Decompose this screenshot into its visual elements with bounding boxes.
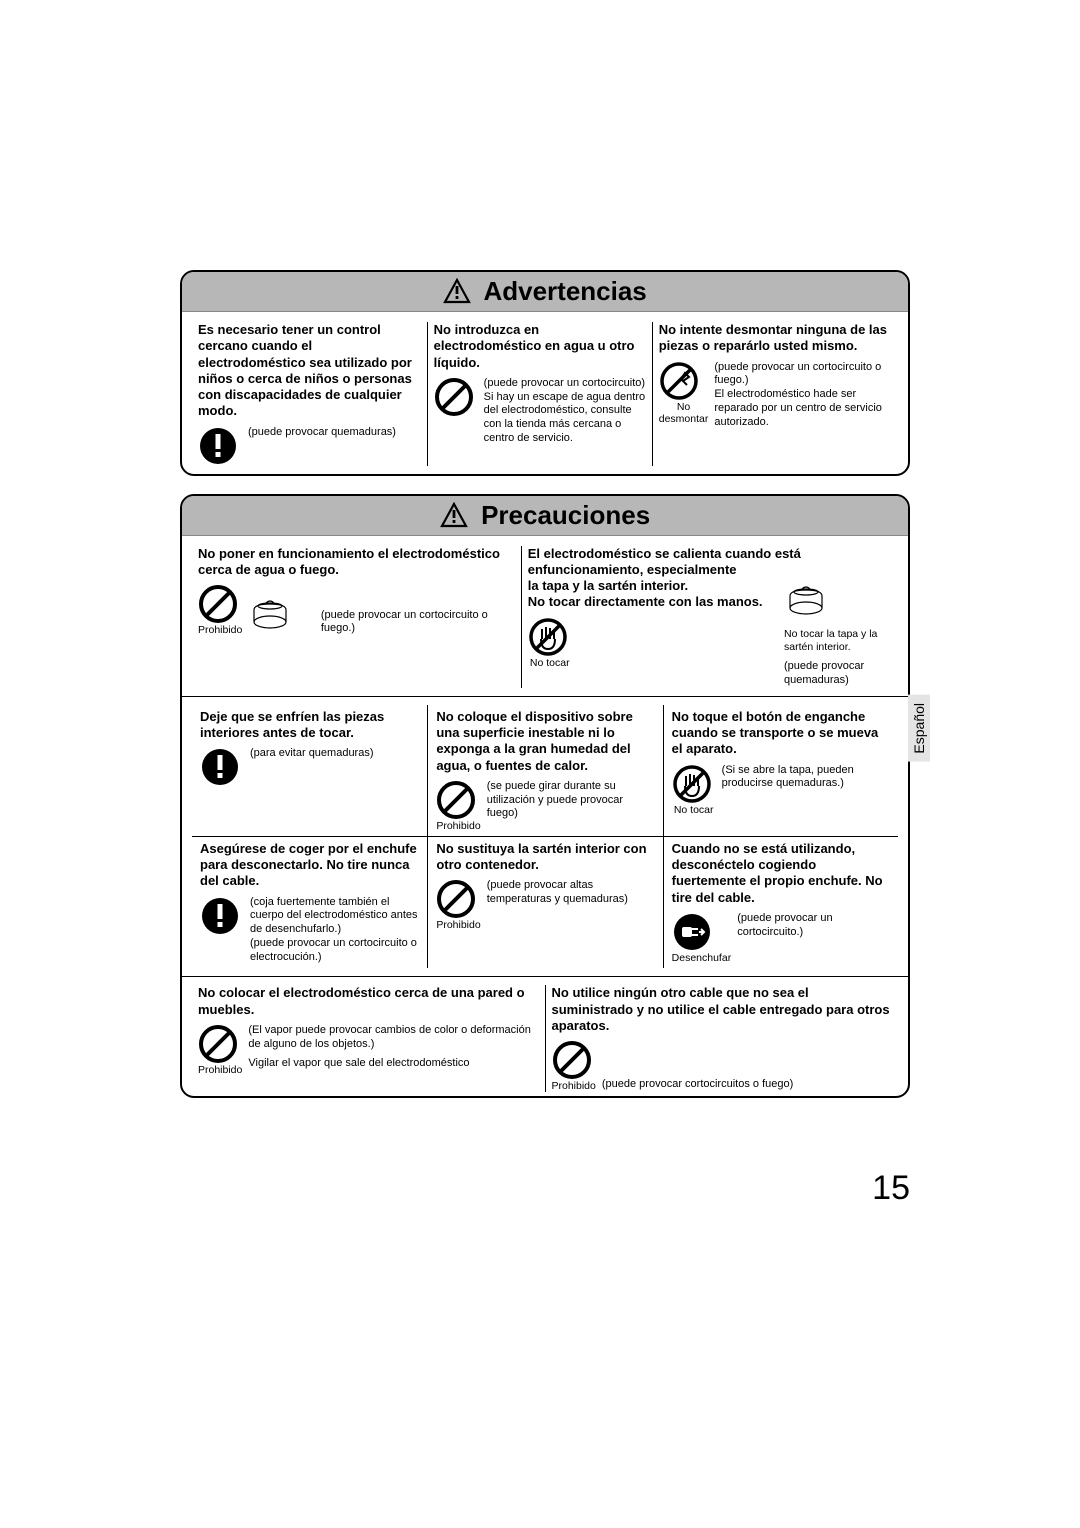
prec-r3c1-note2: (puede provocar un cortocircuito o elect…: [250, 937, 419, 965]
exclamation-icon: [198, 426, 238, 466]
precauciones-title: Precauciones: [481, 500, 650, 530]
prec-r2c1-title: Deje que se enfríen las piezas interiore…: [200, 709, 419, 742]
prec-r2c2-note: (se puede girar durante su utilización y…: [487, 780, 655, 821]
prec-r4c1-note1: (El vapor puede provocar cambios de colo…: [248, 1024, 538, 1052]
prec-r2c2-title: No coloque el dispositivo sobre una supe…: [436, 709, 654, 774]
prec-r3c3-note: (puede provocar un cortocircuito.): [737, 912, 890, 940]
precauciones-header: Precauciones: [182, 496, 908, 536]
precauciones-panel: Precauciones No poner en funcionamiento …: [180, 494, 910, 1099]
prohibido-label: Prohibido: [436, 820, 480, 832]
warning-triangle-icon: [440, 502, 468, 528]
notocar-label: No tocar: [672, 804, 716, 816]
cooker-fire-icon: [248, 592, 314, 636]
prohibited-icon: [198, 1024, 238, 1064]
prec-r4c2-note: (puede provocar cortocircuitos o fuego): [602, 1078, 793, 1092]
prec-r3c3-title: Cuando no se está utilizando, desconécte…: [672, 841, 890, 906]
prec-r2c3-note: (Si se abre la tapa, pueden producirse q…: [722, 764, 890, 792]
adv-c1-title: Es necesario tener un control cercano cu…: [198, 322, 421, 420]
page-number: 15: [872, 1169, 910, 1208]
adv-c3-note2: El electrodoméstico hade ser reparado po…: [714, 388, 892, 429]
prec-r4c2-title: No utilice ningún otro cable que no sea …: [552, 985, 893, 1034]
prec-r1c1-note: (puede provocar un cortocircuito o fuego…: [321, 609, 515, 637]
prec-r2c3-title: No toque el botón de enganche cuando se …: [672, 709, 890, 758]
prec-r1c2-title3: No tocar directamente con las manos.: [528, 594, 778, 610]
no-touch-icon: [672, 764, 712, 804]
desenchufar-label: Desenchufar: [672, 952, 732, 964]
adv-c3-title: No intente desmontar ninguna de las piez…: [659, 322, 892, 355]
prec-r2c1-note: (para evitar quemaduras): [250, 747, 374, 761]
prohibited-icon: [436, 780, 476, 820]
prohibited-icon: [434, 377, 474, 417]
exclamation-icon: [200, 747, 240, 787]
adv-c2-note2: Si hay un escape de agua dentro del elec…: [484, 391, 646, 446]
adv-c2-title: No introduzca en electrodoméstico en agu…: [434, 322, 646, 371]
advertencias-panel: Advertencias Es necesario tener un contr…: [180, 270, 910, 476]
adv-c1-note: (puede provocar quemaduras): [248, 426, 396, 440]
cooker-steam-icon: [784, 578, 844, 628]
prohibido-label: Prohibido: [552, 1080, 596, 1092]
prec-r1c1-title: No poner en funcionamiento el electrodom…: [198, 546, 515, 579]
no-touch-icon: [528, 617, 568, 657]
prohibited-icon: [552, 1040, 592, 1080]
prec-r4c1-note2: Vigilar el vapor que sale del electrodom…: [248, 1057, 538, 1071]
prec-r1c2-side: No tocar la tapa y la sartén interior.: [784, 628, 892, 654]
prec-r3c1-note1: (coja fuertemente también el cuerpo del …: [250, 896, 419, 937]
no-desmontar-label: No desmontar: [659, 401, 709, 425]
prec-r3c2-title: No sustituya la sartén interior con otro…: [436, 841, 654, 874]
advertencias-header: Advertencias: [182, 272, 908, 312]
prohibited-icon: [436, 879, 476, 919]
prohibited-icon: [198, 584, 238, 624]
exclamation-icon: [200, 896, 240, 936]
adv-c2-note1: (puede provocar un cortocircuito): [484, 377, 646, 391]
prec-r3c1-title: Asegúrese de coger por el enchufe para d…: [200, 841, 419, 890]
prec-r1c2-title2: la tapa y la sartén interior.: [528, 578, 778, 594]
prohibido-label: Prohibido: [198, 624, 242, 636]
prec-r4c1-title: No colocar el electrodoméstico cerca de …: [198, 985, 539, 1018]
no-disassemble-icon: [659, 361, 699, 401]
prec-r1c2-note: (puede provocar quemaduras): [784, 660, 892, 688]
prohibido-label: Prohibido: [198, 1064, 242, 1076]
prohibido-label: Prohibido: [436, 919, 480, 931]
notocar-label: No tocar: [528, 657, 572, 669]
unplug-icon: [672, 912, 712, 952]
warning-triangle-icon: [443, 278, 471, 304]
language-tab: Español: [908, 695, 930, 762]
adv-c3-note1: (puede provocar un cortocircuito o fuego…: [714, 361, 892, 389]
prec-r3c2-note: (puede provocar altas temperaturas y que…: [487, 879, 655, 907]
prec-r1c2-title1: El electrodoméstico se calienta cuando e…: [528, 546, 801, 577]
advertencias-title: Advertencias: [483, 276, 646, 306]
